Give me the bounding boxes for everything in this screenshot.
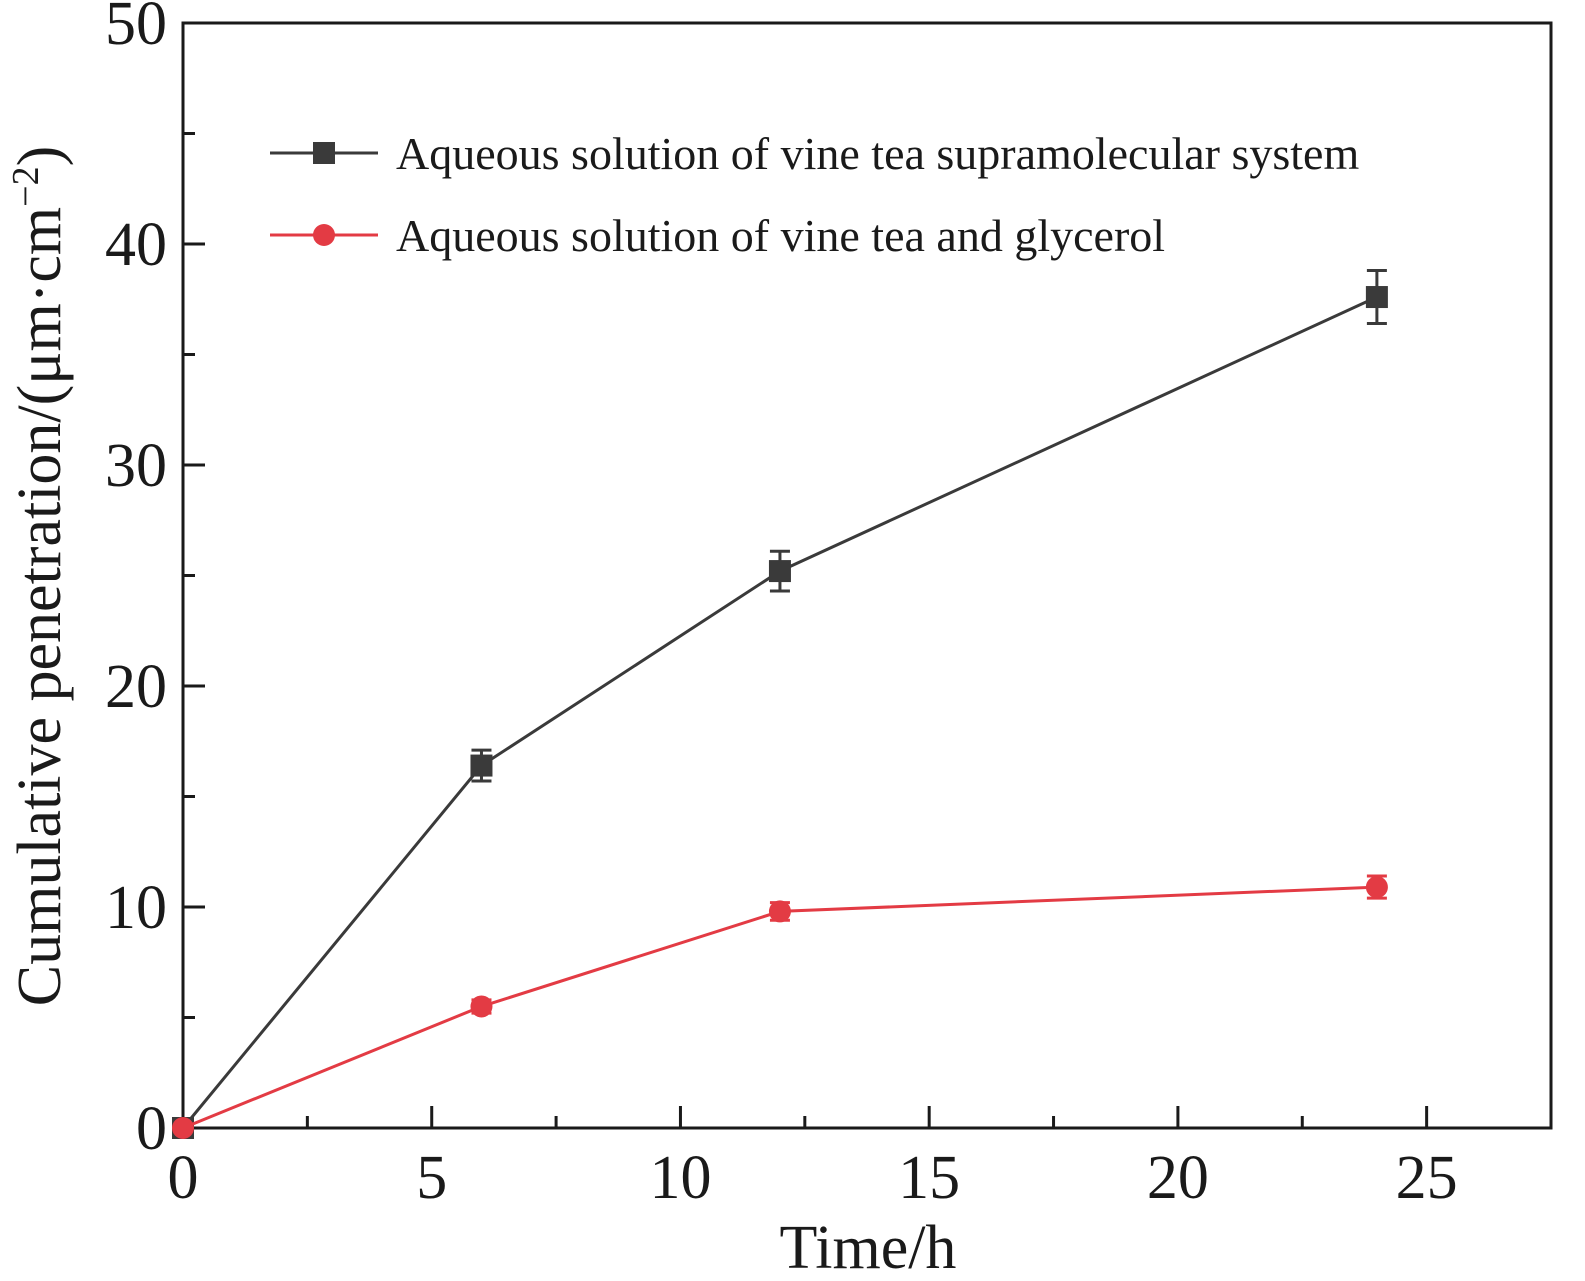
x-axis-title: Time/h: [780, 1214, 957, 1281]
legend-label: Aqueous solution of vine tea supramolecu…: [396, 128, 1359, 179]
series-1: [172, 269, 1388, 1139]
y-axis-title-close: ): [6, 146, 74, 167]
y-tick-label: 0: [136, 1095, 167, 1163]
series-2: [172, 874, 1388, 1139]
y-axis-title: Cumulative penetration/(μm·cm−2): [5, 146, 74, 1007]
x-tick-label: 0: [168, 1144, 199, 1212]
data-point-square: [768, 560, 791, 583]
legend-item-2: Aqueous solution of vine tea and glycero…: [270, 210, 1165, 261]
data-point-circle: [768, 900, 791, 923]
legend-item-1: Aqueous solution of vine tea supramolecu…: [270, 128, 1359, 179]
data-point-circle: [470, 995, 493, 1018]
legend-label: Aqueous solution of vine tea and glycero…: [396, 210, 1165, 261]
axis-ticks: [181, 21, 1553, 1130]
data-point-circle: [1365, 876, 1388, 899]
legend-marker-circle: [313, 224, 335, 246]
y-tick-label: 20: [105, 653, 167, 721]
legend: Aqueous solution of vine tea supramolecu…: [270, 128, 1359, 261]
data-point-square: [1365, 286, 1388, 309]
data-point-circle: [172, 1117, 194, 1139]
series-2-line: [182, 885, 1377, 1130]
x-tick-label: 20: [1147, 1144, 1209, 1212]
series-1-line: [181, 295, 1378, 1129]
y-axis-title-superscript: −2: [5, 166, 47, 206]
data-point-square: [470, 754, 493, 777]
plot-frame: [181, 21, 1553, 1130]
axis-tick-labels: 0 5 10 15 20 25 0 10 20 30 40 50: [105, 0, 1458, 1212]
y-tick-label: 30: [105, 432, 167, 500]
x-tick-label: 15: [898, 1144, 960, 1212]
y-tick-label: 10: [105, 874, 167, 942]
x-tick-label: 25: [1396, 1144, 1458, 1212]
legend-marker-square: [313, 142, 335, 164]
y-axis-title-main: Cumulative penetration/(μm·cm: [6, 207, 74, 1006]
x-tick-label: 5: [416, 1144, 447, 1212]
x-tick-label: 10: [649, 1144, 711, 1212]
y-tick-label: 40: [105, 211, 167, 279]
y-tick-label: 50: [105, 0, 167, 58]
series-layer: [172, 269, 1388, 1139]
